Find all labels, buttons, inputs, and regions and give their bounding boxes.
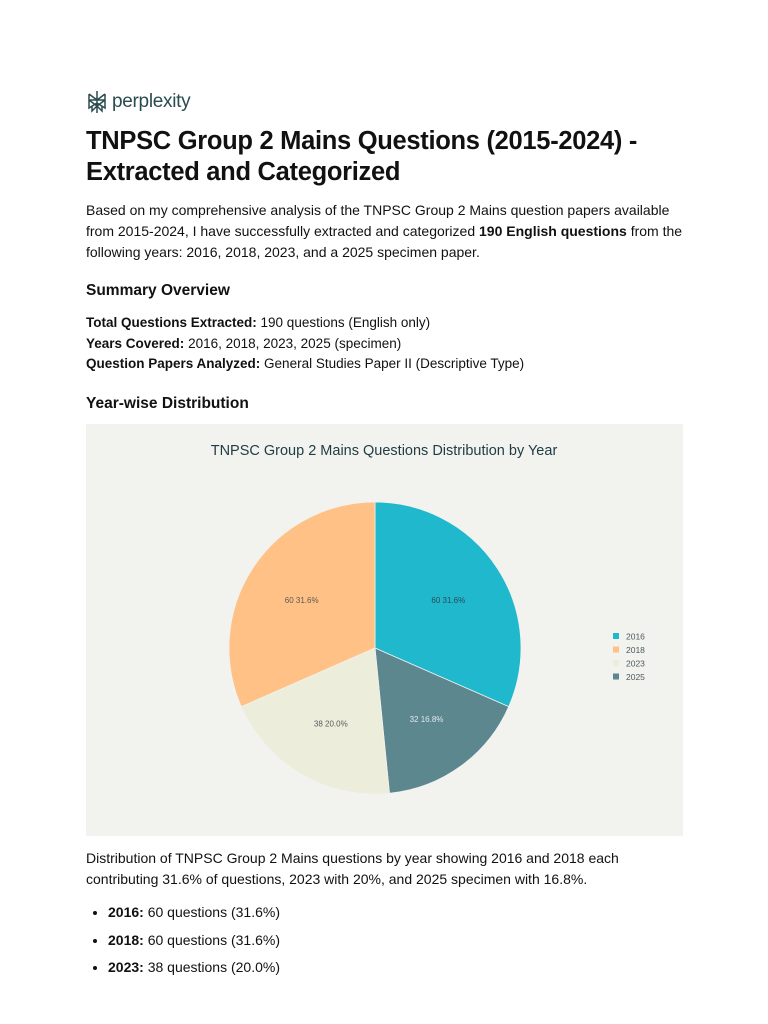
intro-text-end: from the following years: 2016, 2018, 20…	[86, 223, 683, 260]
pie-slice-2025[interactable]	[374, 647, 510, 794]
legend-label-2018[interactable]: 2018	[626, 645, 645, 655]
summary-item: Total Questions Extracted: 190 questions…	[86, 313, 686, 334]
year-list-item: 2018: 60 questions (31.6%)	[108, 930, 280, 951]
pie-slice-label-2016: 60 31.6%	[431, 596, 465, 605]
year-label: 2018:	[108, 931, 144, 948]
pie-slice-2023[interactable]	[240, 647, 390, 795]
year-list: 2016: 60 questions (31.6%) 2018: 60 ques…	[86, 902, 280, 985]
pie-slice-labels: 60 31.6% 32 16.8% 38 20.0% 60 31.6%	[285, 596, 465, 729]
legend-swatch-2023	[613, 660, 619, 666]
chart-legend: 2016 2018 2023 2025	[613, 632, 645, 682]
year-list-item: 2016: 60 questions (31.6%)	[108, 902, 280, 923]
pie-slice-2018[interactable]	[228, 501, 376, 708]
legend-label-2023[interactable]: 2023	[626, 659, 645, 669]
year-value: 60 questions (31.6%)	[143, 931, 281, 948]
year-list-item: 2023: 38 questions (20.0%)	[108, 957, 280, 978]
pie-slice-label-2025: 32 16.8%	[410, 715, 444, 724]
legend-swatch-2018	[613, 646, 619, 653]
brand-logo[interactable]: perplexity	[86, 90, 191, 114]
chart-caption: Distribution of TNPSC Group 2 Mains ques…	[86, 850, 619, 887]
legend-label-2025[interactable]: 2025	[626, 672, 645, 682]
summary-item: Years Covered: 2016, 2018, 2023, 2025 (s…	[86, 334, 686, 355]
summary-value: 190 questions (English only)	[256, 315, 431, 330]
summary-heading: Summary Overview	[86, 282, 230, 299]
summary-list: Total Questions Extracted: 190 questions…	[86, 313, 686, 375]
summary-label: Total Questions Extracted:	[86, 315, 257, 330]
pie-chart: TNPSC Group 2 Mains Questions Distributi…	[86, 424, 683, 836]
brand-name: perplexity	[112, 91, 191, 112]
year-label: 2016:	[108, 904, 144, 920]
summary-item: Question Papers Analyzed: General Studie…	[86, 354, 686, 375]
distribution-heading: Year-wise Distribution	[86, 395, 249, 412]
summary-value: General Studies Paper II (Descriptive Ty…	[260, 356, 525, 371]
summary-label: Years Covered:	[86, 335, 185, 351]
pie-chart-svg: TNPSC Group 2 Mains Questions Distributi…	[211, 443, 645, 795]
year-value: 60 questions (31.6%)	[143, 904, 281, 920]
pie-slices	[228, 501, 522, 795]
summary-label: Question Papers Analyzed:	[86, 356, 261, 371]
year-label: 2023:	[108, 959, 144, 975]
summary-value: 2016, 2018, 2023, 2025 (specimen)	[184, 335, 402, 351]
page-title: TNPSC Group 2 Mains Questions (2015-2024…	[86, 127, 638, 186]
pie-slice-label-2023: 38 20.0%	[314, 720, 348, 729]
intro-paragraph: Based on my comprehensive analysis of th…	[86, 200, 686, 263]
year-value: 38 questions (20.0%)	[143, 959, 281, 975]
legend-swatch-2025	[613, 673, 619, 680]
legend-label-2016[interactable]: 2016	[626, 632, 645, 642]
chart-title: TNPSC Group 2 Mains Questions Distributi…	[211, 443, 558, 459]
intro-bold: 190 English questions	[479, 223, 627, 239]
intro-text: Based on my comprehensive analysis of th…	[86, 202, 670, 239]
legend-swatch-2016	[613, 633, 619, 639]
perplexity-logo-icon	[88, 91, 106, 113]
pie-slice-label-2018: 60 31.6%	[285, 596, 319, 605]
pie-slice-2016[interactable]	[374, 501, 522, 708]
